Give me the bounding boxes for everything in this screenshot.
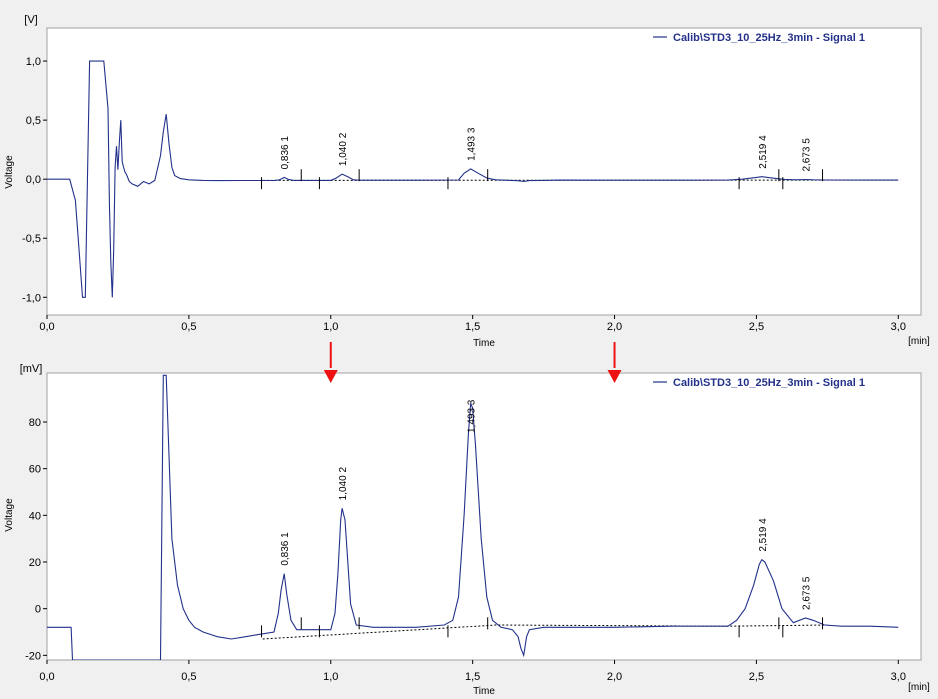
y-tick-label: 0,0 (26, 174, 41, 186)
x-tick-label: 1,0 (323, 671, 338, 683)
y-tick-label: 0,5 (26, 115, 41, 127)
signal-series (47, 374, 899, 660)
y-tick-label: 60 (29, 464, 41, 476)
x-tick-label: 0,0 (39, 671, 54, 683)
red-marker-arrow (323, 370, 338, 383)
x-tick-label: 1,5 (465, 671, 480, 683)
peak-label: 2,519 4 (758, 518, 769, 552)
y-tick-label: 80 (29, 417, 41, 429)
x-tick-label: 1,0 (323, 321, 338, 333)
y-tick-label: 20 (29, 557, 41, 569)
y-tick-label: -1,0 (22, 292, 41, 304)
x-tick-label: 2,0 (607, 321, 622, 333)
legend-entry: Calib\STD3_10_25Hz_3min - Signal 1 (673, 377, 865, 389)
plot-area (46, 27, 922, 316)
chart-volts: 1,0 0,5 0,0 -0,5 -1,0 0,0 0,5 1,0 1,5 2,0 2,5 3,0 [V… (4, 14, 930, 349)
peak-label: 1,040 2 (338, 132, 349, 166)
y-tick-label: 0 (35, 604, 41, 616)
x-tick-label: 3,0 (891, 671, 906, 683)
x-tick-label: 2,5 (749, 321, 764, 333)
x-tick-label: 1,5 (465, 321, 480, 333)
y-unit-label: [V] (24, 14, 37, 26)
integration-baseline (262, 624, 828, 640)
x-tick-label: 0,5 (181, 671, 196, 683)
peak-label: 1,493 3 (467, 399, 478, 433)
x-axis-title: Time (473, 686, 495, 697)
signal-series (47, 60, 899, 298)
y-axis-title: Voltage (4, 498, 15, 532)
peak-label: 1,040 2 (338, 467, 349, 501)
x-tick-label: 0,5 (181, 321, 196, 333)
peak-label: 2,673 5 (802, 138, 813, 172)
peak-label: 2,519 4 (758, 135, 769, 169)
chart-millivolts: 80 60 40 20 0 -20 0,0 0,5 1,0 1,5 2,0 2,5 3,0 [mV] Tim… (4, 342, 930, 697)
y-tick-label: -0,5 (22, 233, 41, 245)
red-marker-arrow (607, 370, 622, 383)
y-tick-label: 40 (29, 510, 41, 522)
x-tick-label: 2,5 (749, 671, 764, 683)
y-tick-label: -20 (25, 650, 41, 662)
x-tick-label: 0,0 (39, 321, 54, 333)
legend-entry: Calib\STD3_10_25Hz_3min - Signal 1 (673, 32, 865, 44)
peak-label: 1,493 3 (467, 127, 478, 161)
x-tick-label: 3,0 (891, 321, 906, 333)
x-tick-label: 2,0 (607, 671, 622, 683)
peak-label: 0,836 1 (280, 136, 291, 170)
x-unit-label: [min] (908, 336, 930, 347)
plot-area (46, 372, 922, 661)
peak-label: 0,836 1 (280, 532, 291, 566)
peak-label: 2,673 5 (802, 576, 813, 610)
x-axis-title: Time (473, 338, 495, 349)
y-tick-label: 1,0 (26, 56, 41, 68)
y-unit-label: [mV] (20, 363, 43, 375)
x-unit-label: [min] (908, 682, 930, 693)
y-axis-title: Voltage (4, 155, 15, 189)
